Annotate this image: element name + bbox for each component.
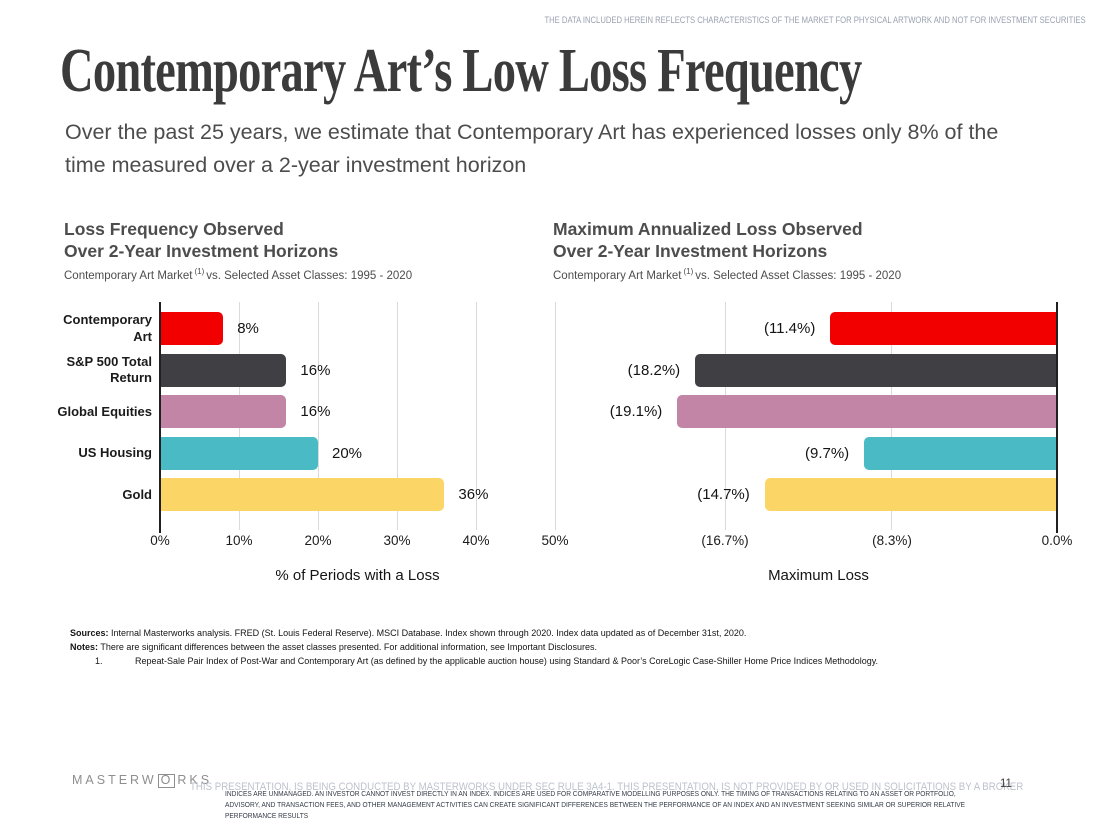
footnote-number: 1.: [95, 655, 103, 666]
axis-tick-label: 40%: [462, 533, 490, 548]
category-label: Contemporary Art: [63, 312, 152, 344]
page-number: 11: [1000, 778, 1012, 790]
chart-title-line: Over 2-Year Investment Horizons: [553, 241, 828, 262]
maximum-loss-x-axis-title: Maximum Loss: [768, 567, 869, 584]
category-label: S&P 500 Total Return: [66, 353, 153, 386]
bar: [864, 436, 1057, 470]
axis-tick-label: 10%: [225, 533, 253, 548]
axis-line: [159, 302, 161, 533]
page-title: Contemporary Art’s Low Loss Frequency: [60, 37, 862, 105]
gridline: [396, 302, 398, 530]
maximum-loss-chart-subtitle: Contemporary Art Market (1) vs. Selected A…: [553, 267, 901, 282]
loss-frequency-chart: 0% 10% 20% 30% 40% 50% 8% 16% 16% 20% 36%: [150, 302, 569, 548]
bar-value-label: (18.2%): [627, 361, 681, 379]
bar-value-label: (9.7%): [804, 444, 850, 462]
category-labels-column: Contemporary Art S&P 500 Total Return Global…: [0, 302, 152, 524]
bar: [160, 395, 287, 429]
loss-frequency-chart-subtitle: Contemporary Art Market (1) vs. Selected A…: [64, 267, 412, 282]
loss-frequency-chart-header: Loss Frequency Observed Over 2-Year Inve…: [64, 218, 412, 282]
slide-subtitle: Over the past 25 years, we estimate that…: [65, 120, 999, 178]
bar: [677, 395, 1057, 429]
bar: [764, 478, 1057, 512]
axis-tick-label: 50%: [541, 533, 569, 548]
bottom-disclaimer-dark: INDICES ARE UNMANAGED. AN INVESTOR CANNO…: [225, 789, 966, 820]
chart-subtitle-text: vs. Selected Asset Classes: 1995 - 2020: [695, 270, 902, 283]
gridline: [554, 302, 556, 530]
bar-value-label: (19.1%): [609, 403, 663, 421]
notes-label: Notes:: [70, 641, 99, 652]
axis-tick-label: (8.3%): [872, 533, 912, 548]
category-label: Gold: [122, 486, 152, 502]
bar: [160, 353, 287, 387]
bar-value-label: 36%: [458, 486, 489, 504]
category-label: US Housing: [78, 445, 152, 461]
bar: [160, 312, 224, 345]
maximum-loss-chart: (16.7%) (8.3%) 0.0% (11.4%) (18.2%) (19.1%) (9…: [560, 302, 1072, 548]
chart-title-line: Loss Frequency Observed: [64, 219, 284, 239]
footnote-marker: (1): [194, 267, 205, 277]
loss-frequency-chart-title: Loss Frequency Observed Over 2-Year Inve…: [64, 218, 412, 262]
bar-value-label: (14.7%): [697, 486, 750, 504]
logo-boxed-o: O: [157, 774, 176, 788]
bar-value-label: 20%: [332, 444, 363, 462]
bar-value-label: 16%: [300, 403, 331, 421]
sources-line: Sources: Internal Masterworks analysis. …: [70, 627, 970, 641]
axis-tick-label: 0%: [150, 533, 170, 548]
notes-text: There are significant differences betwee…: [100, 641, 597, 652]
chart-subtitle-text: Contemporary Art Market: [64, 270, 193, 283]
sources-text: Internal Masterworks analysis. FRED (St.…: [111, 628, 747, 638]
bar: [160, 436, 318, 470]
bar: [830, 312, 1057, 345]
axis-tick-label: 20%: [304, 533, 332, 548]
notes-line: Notes: There are significant differences…: [70, 641, 970, 655]
chart-subtitle-text: Contemporary Art Market: [553, 270, 682, 283]
top-disclaimer: THE DATA INCLUDED HEREIN REFLECTS CHARAC…: [544, 15, 1086, 25]
logo-text: MASTERW: [72, 773, 157, 787]
logo-text: RKS: [177, 773, 213, 787]
category-label: Global Equities: [57, 403, 152, 419]
bar: [160, 478, 445, 512]
bar-value-label: 8%: [237, 320, 259, 337]
axis-tick-label: 30%: [383, 533, 411, 548]
chart-subtitle-text: vs. Selected Asset Classes: 1995 - 2020: [206, 270, 413, 283]
bar-value-label: 16%: [300, 361, 331, 379]
loss-frequency-x-axis-title: % of Periods with a Loss: [275, 567, 440, 584]
bar: [695, 353, 1057, 387]
masterworks-logo: MASTERW O RKS: [72, 773, 212, 788]
axis-tick-label: (16.7%): [701, 533, 749, 548]
footnote-marker: (1): [683, 267, 694, 277]
gridline: [475, 302, 477, 530]
sources-label: Sources:: [70, 628, 109, 638]
footnote-text: Repeat-Sale Pair Index of Post-War and C…: [135, 655, 879, 666]
chart-title-line: Over 2-Year Investment Horizons: [64, 241, 339, 262]
maximum-loss-chart-title: Maximum Annualized Loss Observed Over 2-…: [553, 218, 901, 262]
footnote-line: 1. Repeat-Sale Pair Index of Post-War an…: [70, 655, 970, 669]
sources-notes-block: Sources: Internal Masterworks analysis. …: [70, 627, 970, 669]
axis-tick-label: 0.0%: [1041, 533, 1073, 548]
chart-title-line: Maximum Annualized Loss Observed: [553, 219, 863, 239]
maximum-loss-chart-header: Maximum Annualized Loss Observed Over 2-…: [553, 218, 901, 282]
gridline: [317, 302, 319, 530]
axis-line: [1056, 302, 1058, 533]
bar-value-label: (11.4%): [763, 320, 816, 337]
bottom-disclaimer-gray: THIS PRESENTATION, IS BEING CONDUCTED BY…: [190, 781, 1024, 793]
